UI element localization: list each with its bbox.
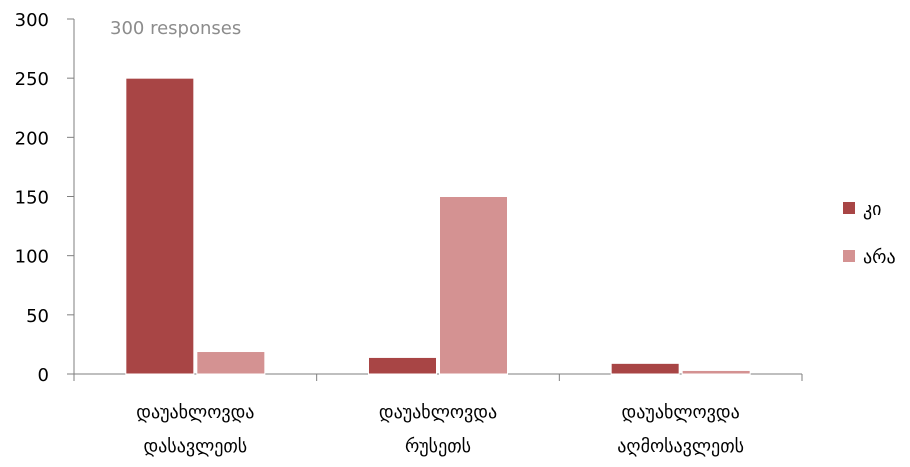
bar-series-2: [439, 196, 508, 375]
category-label: დაუახლოვდა: [136, 402, 254, 423]
category-label: რუსეთს: [405, 436, 471, 457]
bar-series-1: [368, 356, 437, 375]
category-label: აღმოსავლეთს: [617, 436, 744, 457]
category-labels: დაუახლოვდა დასავლეთს დაუახლოვდა რუსეთს დაუახ…: [136, 402, 744, 457]
y-axis: 0 50 100 150 200 250 300: [15, 10, 75, 386]
legend-label: კი: [863, 199, 882, 220]
bars: [125, 77, 751, 375]
category-label: დაუახლოვდა: [379, 402, 497, 423]
bar-series-2: [196, 351, 266, 375]
y-tick-label: 0: [38, 365, 49, 386]
x-axis: [73, 373, 803, 381]
bar-series-2: [681, 369, 751, 375]
legend: კი არა: [843, 199, 896, 268]
y-tick-label: 150: [15, 188, 49, 209]
y-tick-label: 300: [15, 10, 49, 31]
y-tick-label: 200: [15, 128, 49, 149]
y-tick-label: 100: [15, 247, 49, 268]
category-label: დაუახლოვდა: [622, 402, 740, 423]
bar-series-1: [610, 362, 680, 375]
legend-label: არა: [863, 247, 896, 268]
y-tick-label: 250: [15, 69, 49, 90]
legend-swatch: [843, 202, 855, 214]
bar-series-1: [125, 77, 195, 375]
y-tick-label: 50: [26, 306, 49, 327]
category-label: დასავლეთს: [143, 436, 247, 457]
chart-subtitle: 300 responses: [110, 18, 241, 39]
legend-swatch: [843, 250, 855, 262]
